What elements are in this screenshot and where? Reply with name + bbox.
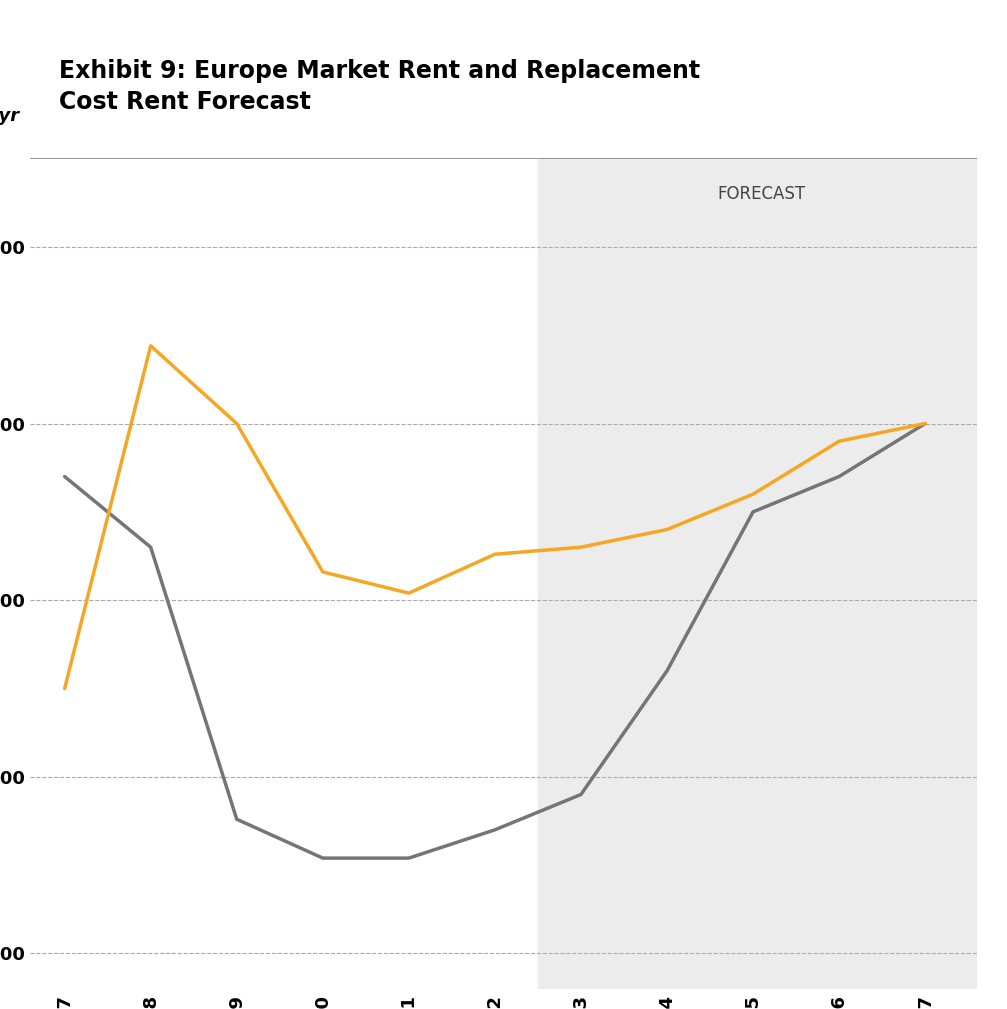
Bar: [538, 158, 977, 989]
Text: €/m/yr: €/m/yr: [0, 107, 19, 125]
Text: Exhibit 9: Europe Market Rent and Replacement
Cost Rent Forecast: Exhibit 9: Europe Market Rent and Replac…: [58, 59, 700, 114]
Text: FORECAST: FORECAST: [718, 185, 806, 203]
